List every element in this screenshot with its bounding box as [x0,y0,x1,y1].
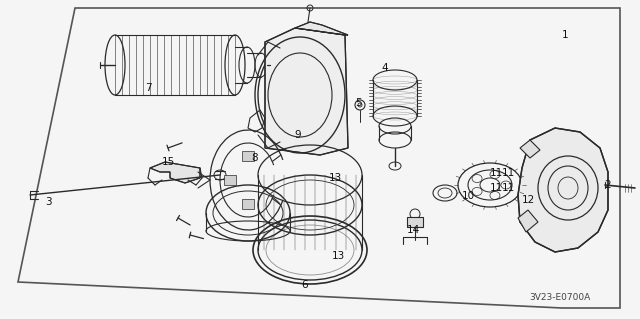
Text: 5: 5 [355,98,362,108]
Polygon shape [242,199,254,209]
Polygon shape [224,175,236,185]
Text: 11: 11 [501,168,515,178]
Polygon shape [518,210,538,232]
Text: 12: 12 [522,195,534,205]
Text: 11: 11 [501,183,515,193]
Polygon shape [265,28,348,155]
Polygon shape [295,22,348,35]
Text: 8: 8 [252,153,259,163]
Text: 11: 11 [490,183,502,193]
Polygon shape [520,140,540,158]
Text: 7: 7 [145,83,151,93]
Polygon shape [150,162,200,183]
Text: 10: 10 [461,191,475,201]
Text: 6: 6 [301,280,308,290]
Text: 3: 3 [45,197,51,207]
Text: 13: 13 [332,251,344,261]
Text: 1: 1 [562,30,568,40]
Text: 2: 2 [605,180,611,190]
Text: 11: 11 [490,168,502,178]
Text: 15: 15 [161,157,175,167]
Text: 9: 9 [294,130,301,140]
Polygon shape [407,217,423,227]
Text: 4: 4 [381,63,388,73]
Polygon shape [242,151,254,161]
Text: 14: 14 [406,225,420,235]
Text: 3V23-E0700A: 3V23-E0700A [529,293,591,302]
Text: 13: 13 [328,173,342,183]
Polygon shape [518,128,608,252]
